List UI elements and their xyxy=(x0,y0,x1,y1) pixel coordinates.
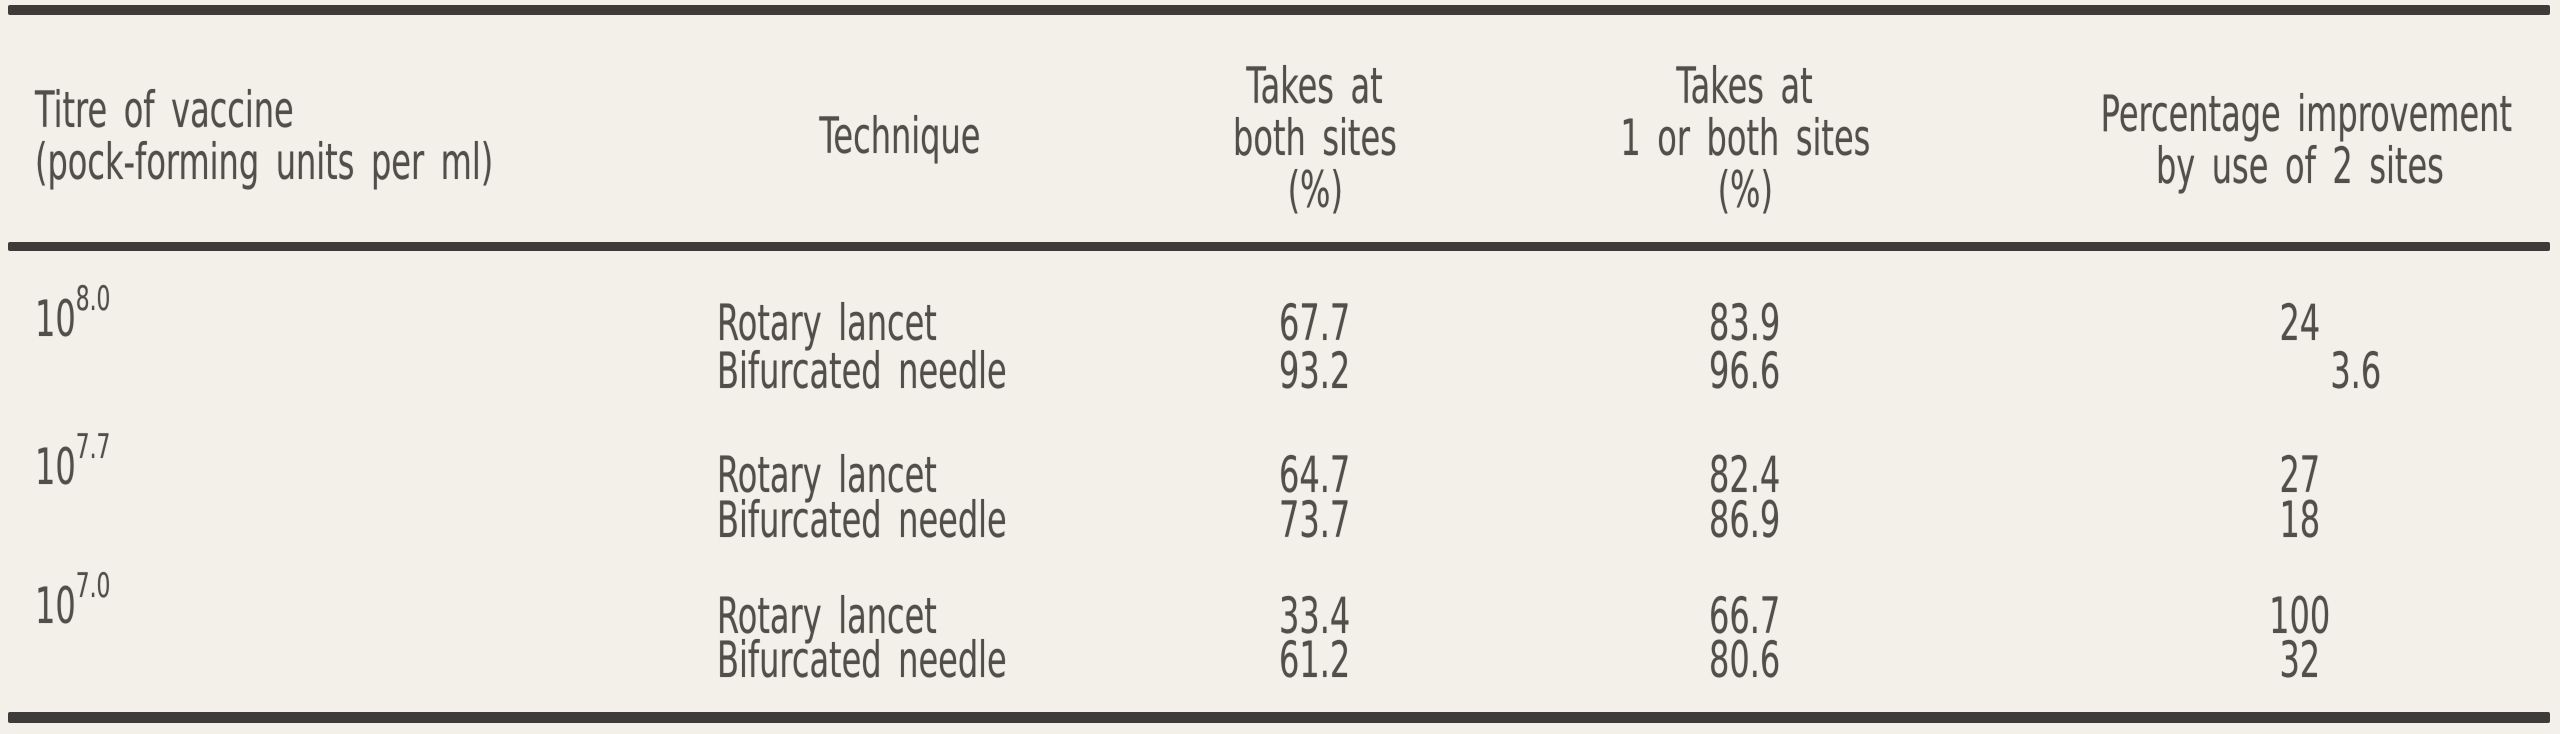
header-titre: Titre of vaccine (pock-forming units per… xyxy=(35,84,735,188)
table-cell-improvement: 32 xyxy=(1985,634,2560,686)
header-takes-both-text2: both sites xyxy=(1233,109,1397,167)
header-titre-text2: (pock-forming units per ml) xyxy=(35,133,494,191)
titre-exponent: 7.7 xyxy=(75,427,111,467)
takes-one-or-both-value: 86.9 xyxy=(1709,491,1781,549)
technique-label: Rotary lancet xyxy=(717,446,937,504)
titre-cell-group3: 107.0 xyxy=(35,569,685,635)
technique-label: Rotary lancet xyxy=(717,587,937,645)
takes-both-value: 33.4 xyxy=(1279,587,1351,645)
takes-one-or-both-value: 96.6 xyxy=(1709,342,1781,400)
header-titre-text1: Titre of vaccine xyxy=(35,81,294,139)
takes-one-or-both-value: 82.4 xyxy=(1709,446,1781,504)
header-improvement-text2: by use of 2 sites xyxy=(2156,137,2444,195)
header-takes-one-or-both-sites: Takes at 1 or both sites (%) xyxy=(1525,60,1965,216)
table-cell-takes-both: 73.7 xyxy=(1105,494,1525,546)
table-cell-technique: Bifurcated needle xyxy=(717,345,1137,397)
table-cell-takes-one-or-both: 82.4 xyxy=(1525,449,1965,501)
header-takes-both-text1: Takes at xyxy=(1246,57,1384,115)
table-cell-technique: Rotary lancet xyxy=(717,590,1137,642)
table-cell-technique: Rotary lancet xyxy=(717,297,1137,349)
titre-base: 10 xyxy=(35,438,76,496)
titre-exponent: 8.0 xyxy=(75,279,111,319)
titre-value: 107.7 xyxy=(35,430,110,496)
table-cell-takes-one-or-both: 66.7 xyxy=(1525,590,1965,642)
table-cell-improvement: 3.6 xyxy=(1985,345,2560,397)
improvement-value: 27 xyxy=(2279,446,2321,504)
header-takes-one-text2: 1 or both sites xyxy=(1620,109,1870,167)
table-cell-takes-both: 61.2 xyxy=(1105,634,1525,686)
table-cell-improvement: 24 xyxy=(1985,297,2560,349)
improvement-value: 18 xyxy=(2279,491,2321,549)
improvement-value: 32 xyxy=(2279,631,2321,689)
header-takes-one-line1: Takes at xyxy=(1525,60,1965,112)
table-cell-takes-both: 33.4 xyxy=(1105,590,1525,642)
table-rule-header xyxy=(8,242,2550,251)
takes-both-value: 64.7 xyxy=(1279,446,1351,504)
takes-both-value: 93.2 xyxy=(1279,342,1351,400)
takes-both-value: 73.7 xyxy=(1279,491,1351,549)
table-cell-technique: Bifurcated needle xyxy=(717,494,1137,546)
takes-both-value: 61.2 xyxy=(1279,631,1351,689)
improvement-value: 3.6 xyxy=(2330,342,2382,400)
titre-value: 107.0 xyxy=(35,569,110,635)
header-takes-one-line3: (%) xyxy=(1525,164,1965,216)
titre-cell-group2: 107.7 xyxy=(35,430,685,496)
header-takes-both-text3: (%) xyxy=(1287,161,1343,219)
header-technique-line: Technique xyxy=(690,110,1110,162)
table-cell-takes-one-or-both: 86.9 xyxy=(1525,494,1965,546)
header-takes-one-line2: 1 or both sites xyxy=(1525,112,1965,164)
header-technique-text: Technique xyxy=(819,107,981,165)
table-cell-takes-one-or-both: 83.9 xyxy=(1525,297,1965,349)
technique-label: Rotary lancet xyxy=(717,294,937,352)
technique-label: Bifurcated needle xyxy=(717,631,1007,689)
table-cell-takes-both: 93.2 xyxy=(1105,345,1525,397)
header-takes-one-text1: Takes at xyxy=(1676,57,1814,115)
header-takes-one-text3: (%) xyxy=(1717,161,1773,219)
table-cell-takes-one-or-both: 96.6 xyxy=(1525,345,1965,397)
header-takes-both-line3: (%) xyxy=(1105,164,1525,216)
titre-base: 10 xyxy=(35,290,76,348)
header-takes-both-line1: Takes at xyxy=(1105,60,1525,112)
header-improvement-line2: by use of 2 sites xyxy=(1985,140,2560,192)
table-cell-technique: Rotary lancet xyxy=(717,449,1137,501)
improvement-value: 24 xyxy=(2279,294,2321,352)
table-cell-takes-both: 64.7 xyxy=(1105,449,1525,501)
table-cell-takes-one-or-both: 80.6 xyxy=(1525,634,1965,686)
technique-label: Bifurcated needle xyxy=(717,491,1007,549)
table-cell-technique: Bifurcated needle xyxy=(717,634,1137,686)
technique-label: Bifurcated needle xyxy=(717,342,1007,400)
takes-both-value: 67.7 xyxy=(1279,294,1351,352)
header-improvement-line1: Percentage improvement xyxy=(1985,88,2560,140)
titre-base: 10 xyxy=(35,577,76,635)
titre-exponent: 7.0 xyxy=(75,566,111,606)
header-titre-line2: (pock-forming units per ml) xyxy=(35,136,735,188)
header-takes-both-line2: both sites xyxy=(1105,112,1525,164)
header-improvement-text1: Percentage improvement xyxy=(2100,85,2512,143)
titre-cell-group1: 108.0 xyxy=(35,282,685,348)
titre-value: 108.0 xyxy=(35,282,110,348)
header-titre-line1: Titre of vaccine xyxy=(35,84,735,136)
header-takes-both-sites: Takes at both sites (%) xyxy=(1105,60,1525,216)
takes-one-or-both-value: 66.7 xyxy=(1709,587,1781,645)
improvement-value: 100 xyxy=(2269,587,2331,645)
takes-one-or-both-value: 80.6 xyxy=(1709,631,1781,689)
table-rule-top xyxy=(8,5,2550,15)
table-cell-takes-both: 67.7 xyxy=(1105,297,1525,349)
table-rule-bottom xyxy=(8,712,2550,723)
table-cell-improvement: 100 xyxy=(1985,590,2560,642)
header-technique: Technique xyxy=(690,110,1110,162)
table-cell-improvement: 27 xyxy=(1985,449,2560,501)
header-percentage-improvement: Percentage improvement by use of 2 sites xyxy=(1985,88,2560,192)
table-cell-improvement: 18 xyxy=(1985,494,2560,546)
takes-one-or-both-value: 83.9 xyxy=(1709,294,1781,352)
